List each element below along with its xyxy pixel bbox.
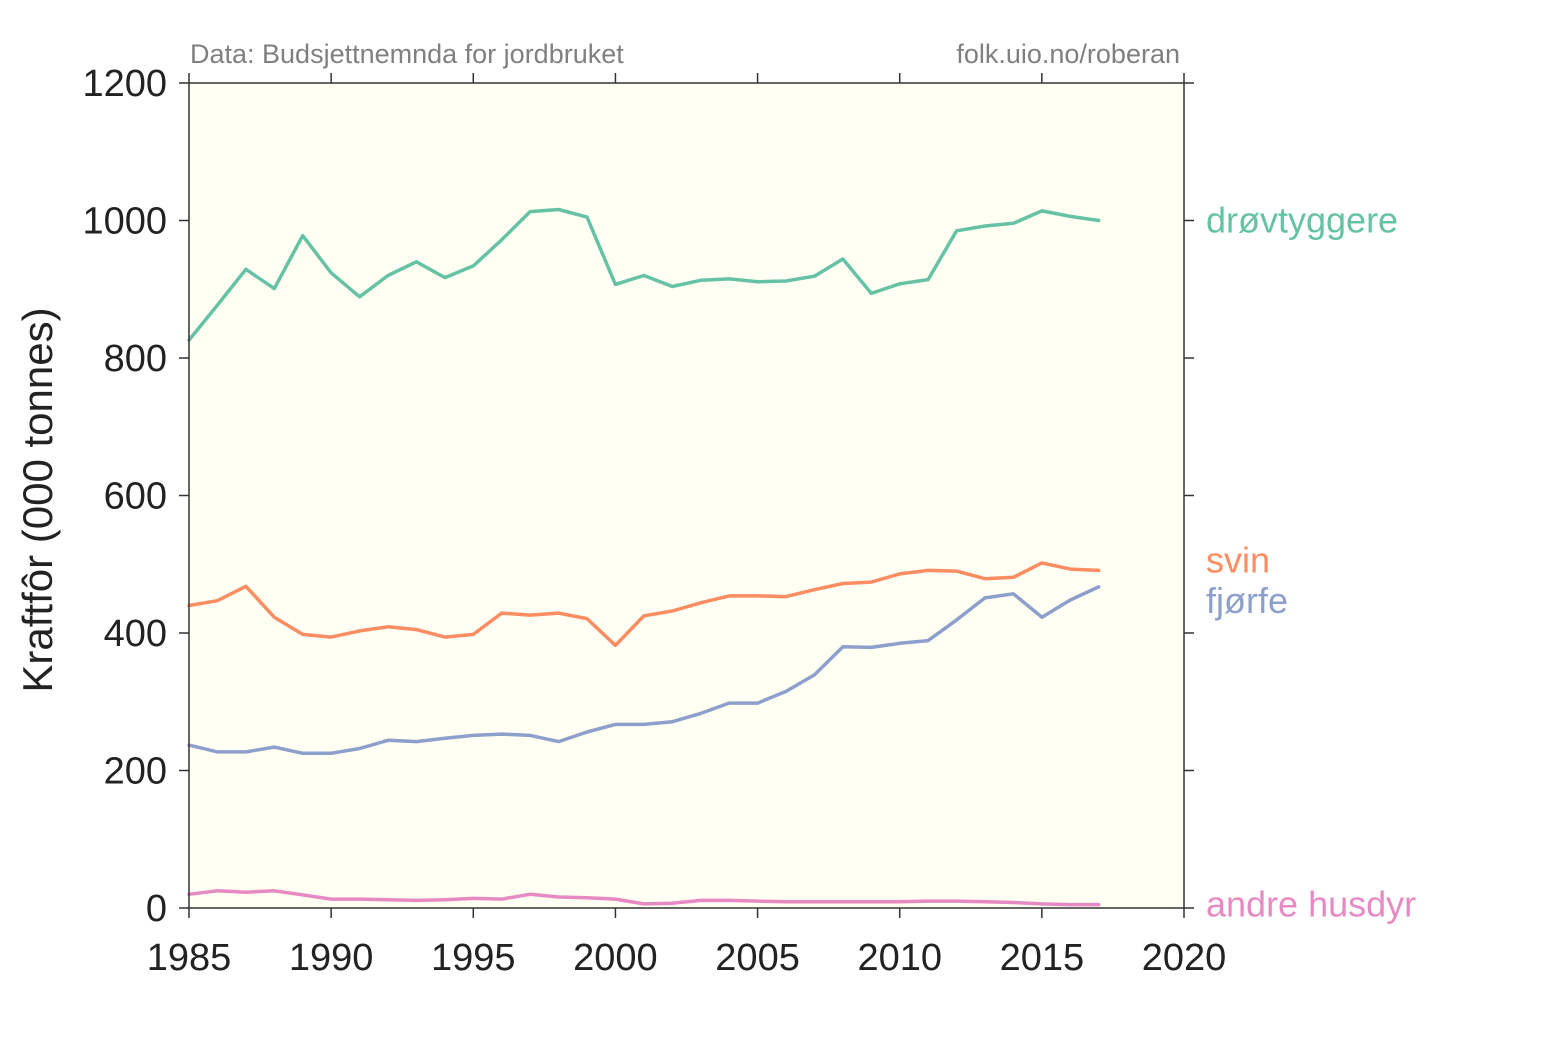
x-tick-label: 2010 — [857, 937, 942, 979]
x-tick-label: 2005 — [715, 937, 800, 979]
plot-area — [189, 83, 1184, 908]
axes-layer: 0 200 400 600 800 1000 1200 1985 1990 1995 2000 200… — [82, 63, 1226, 979]
x-tick-label: 2015 — [1000, 937, 1085, 979]
y-axis-title: Kraftfôr (000 tonnes) — [14, 307, 61, 692]
y-tick-label: 1200 — [82, 63, 167, 105]
source-note: Data: Budsjettnemnda for jordbruket — [190, 39, 624, 69]
series-label-andre-husdyr: andre husdyr — [1206, 884, 1416, 925]
x-tick-label: 2000 — [573, 937, 658, 979]
x-tick-label: 1990 — [289, 937, 374, 979]
series-line-fjørfe — [187, 585, 1101, 756]
series-label-svin: svin — [1206, 539, 1270, 580]
series-line-drøvtyggere — [187, 207, 1101, 342]
y-tick-label: 1000 — [82, 201, 167, 243]
series-layer — [187, 207, 1101, 907]
y-tick-label: 800 — [104, 338, 167, 380]
y-tick-label: 400 — [104, 613, 167, 655]
x-tick-label: 2020 — [1142, 937, 1227, 979]
y-tick-label: 200 — [104, 751, 167, 793]
series-label-drøvtyggere: drøvtyggere — [1206, 200, 1398, 241]
credit-note: folk.uio.no/roberan — [956, 39, 1180, 69]
series-label-fjørfe: fjørfe — [1206, 580, 1288, 621]
series-line-andre-husdyr — [187, 889, 1101, 907]
y-tick-label: 0 — [146, 888, 167, 930]
x-tick-label: 1985 — [147, 937, 232, 979]
series-line-svin — [187, 561, 1101, 648]
x-tick-label: 1995 — [431, 937, 516, 979]
y-tick-label: 600 — [104, 476, 167, 518]
